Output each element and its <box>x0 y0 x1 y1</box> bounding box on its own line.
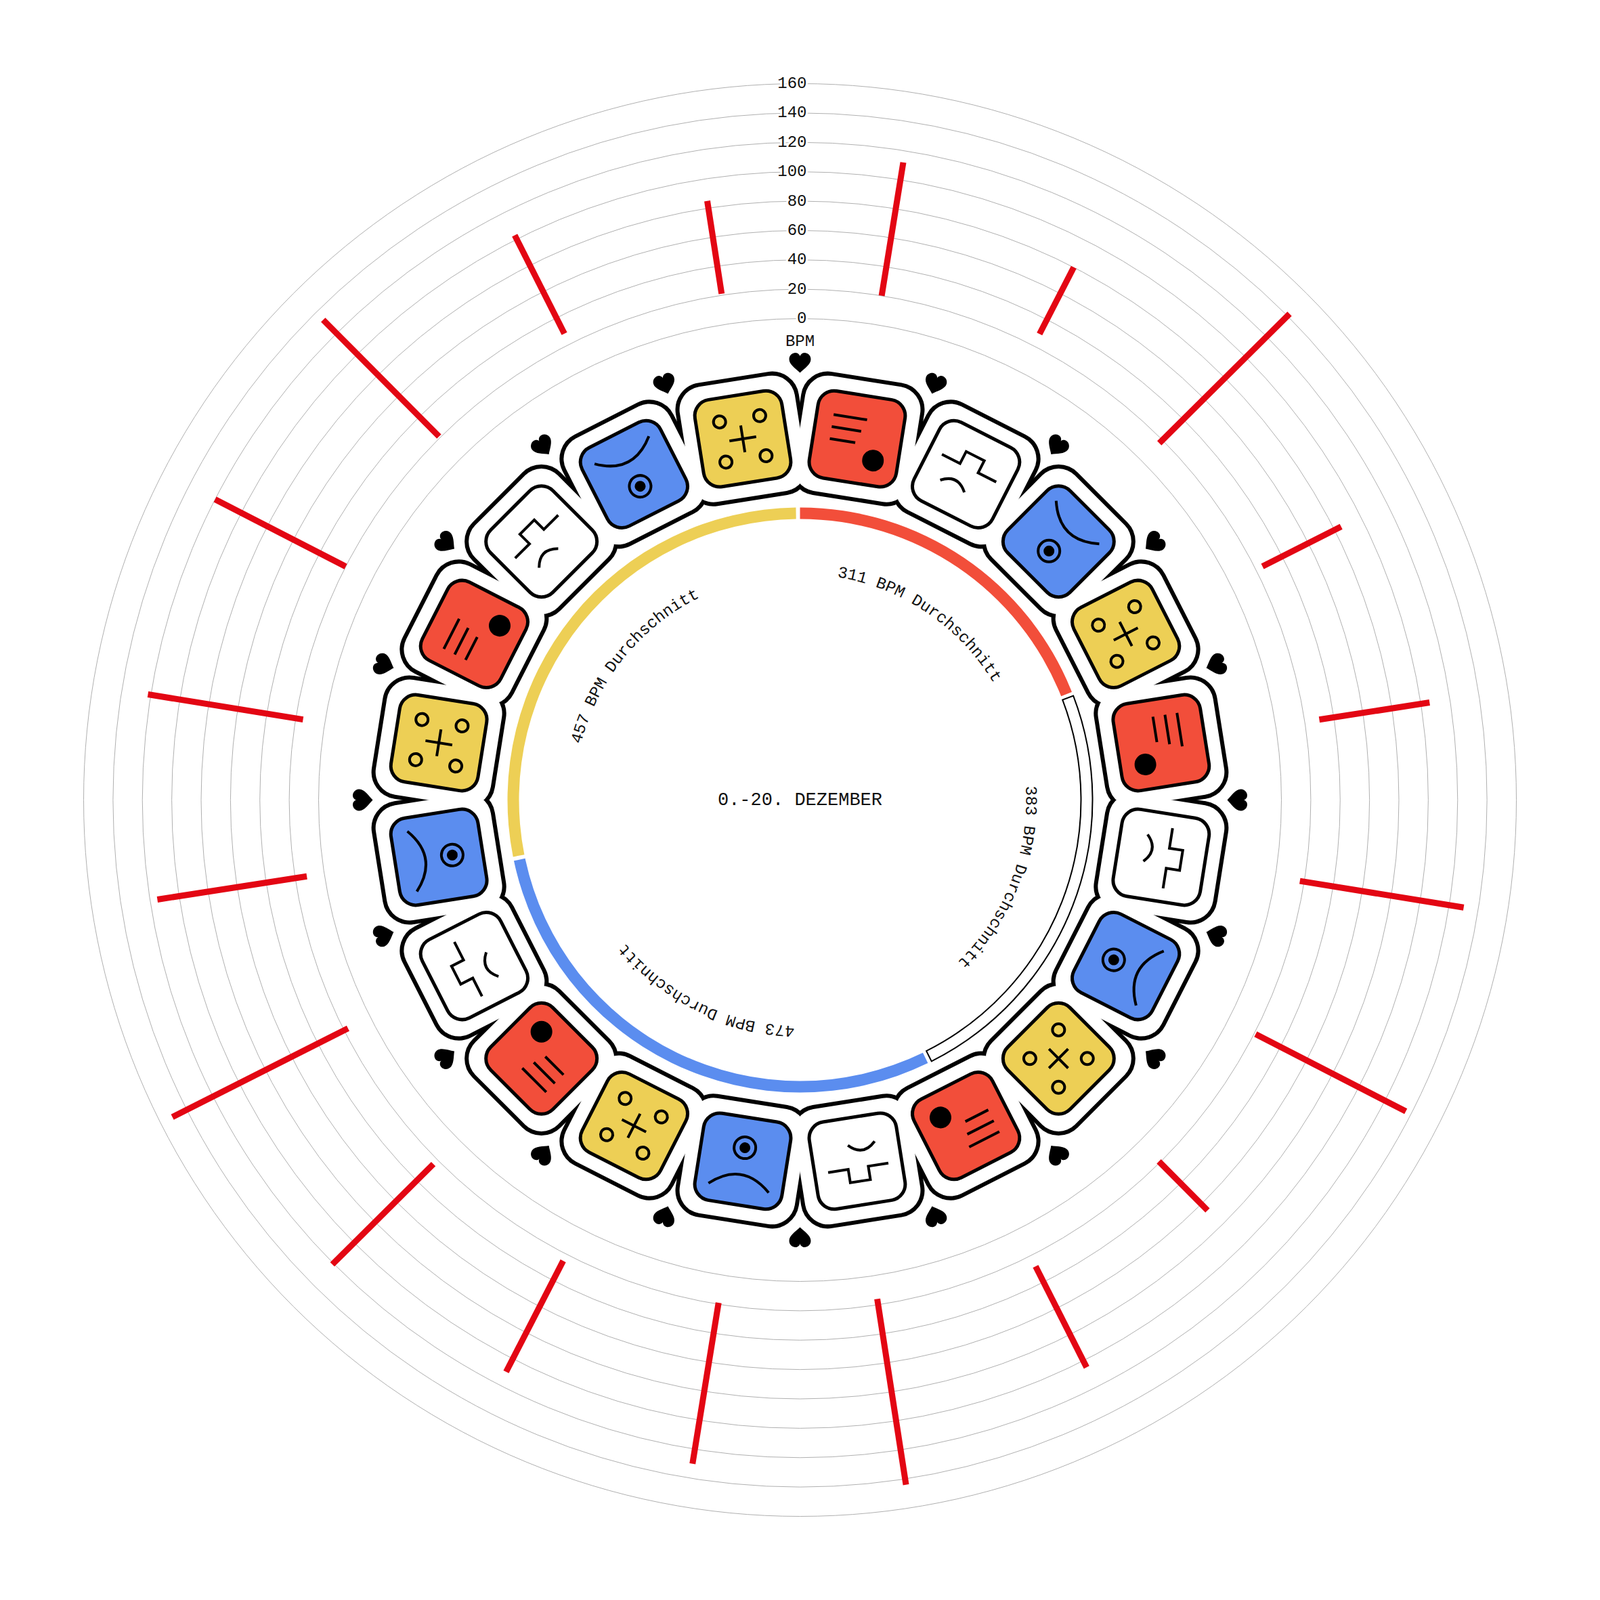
svg-text:20: 20 <box>787 280 808 299</box>
svg-text:160: 160 <box>777 74 807 93</box>
svg-text:80: 80 <box>787 192 808 211</box>
svg-text:473 BPM Durchschnitt: 473 BPM Durchschnitt <box>614 939 796 1040</box>
svg-text:140: 140 <box>777 103 807 122</box>
svg-text:0: 0 <box>796 309 807 328</box>
svg-text:311 BPM Durchschnitt: 311 BPM Durchschnitt <box>836 563 1005 686</box>
svg-text:60: 60 <box>787 221 808 240</box>
svg-text:40: 40 <box>787 250 808 269</box>
svg-text:BPM: BPM <box>785 332 815 351</box>
svg-text:120: 120 <box>777 133 807 152</box>
svg-text:100: 100 <box>777 162 807 181</box>
svg-text:0.-20. DEZEMBER: 0.-20. DEZEMBER <box>717 790 883 811</box>
svg-text:457 BPM Durchschnitt: 457 BPM Durchschnitt <box>567 585 702 746</box>
svg-text:383 BPM Durchschnitt: 383 BPM Durchschnitt <box>954 785 1041 972</box>
